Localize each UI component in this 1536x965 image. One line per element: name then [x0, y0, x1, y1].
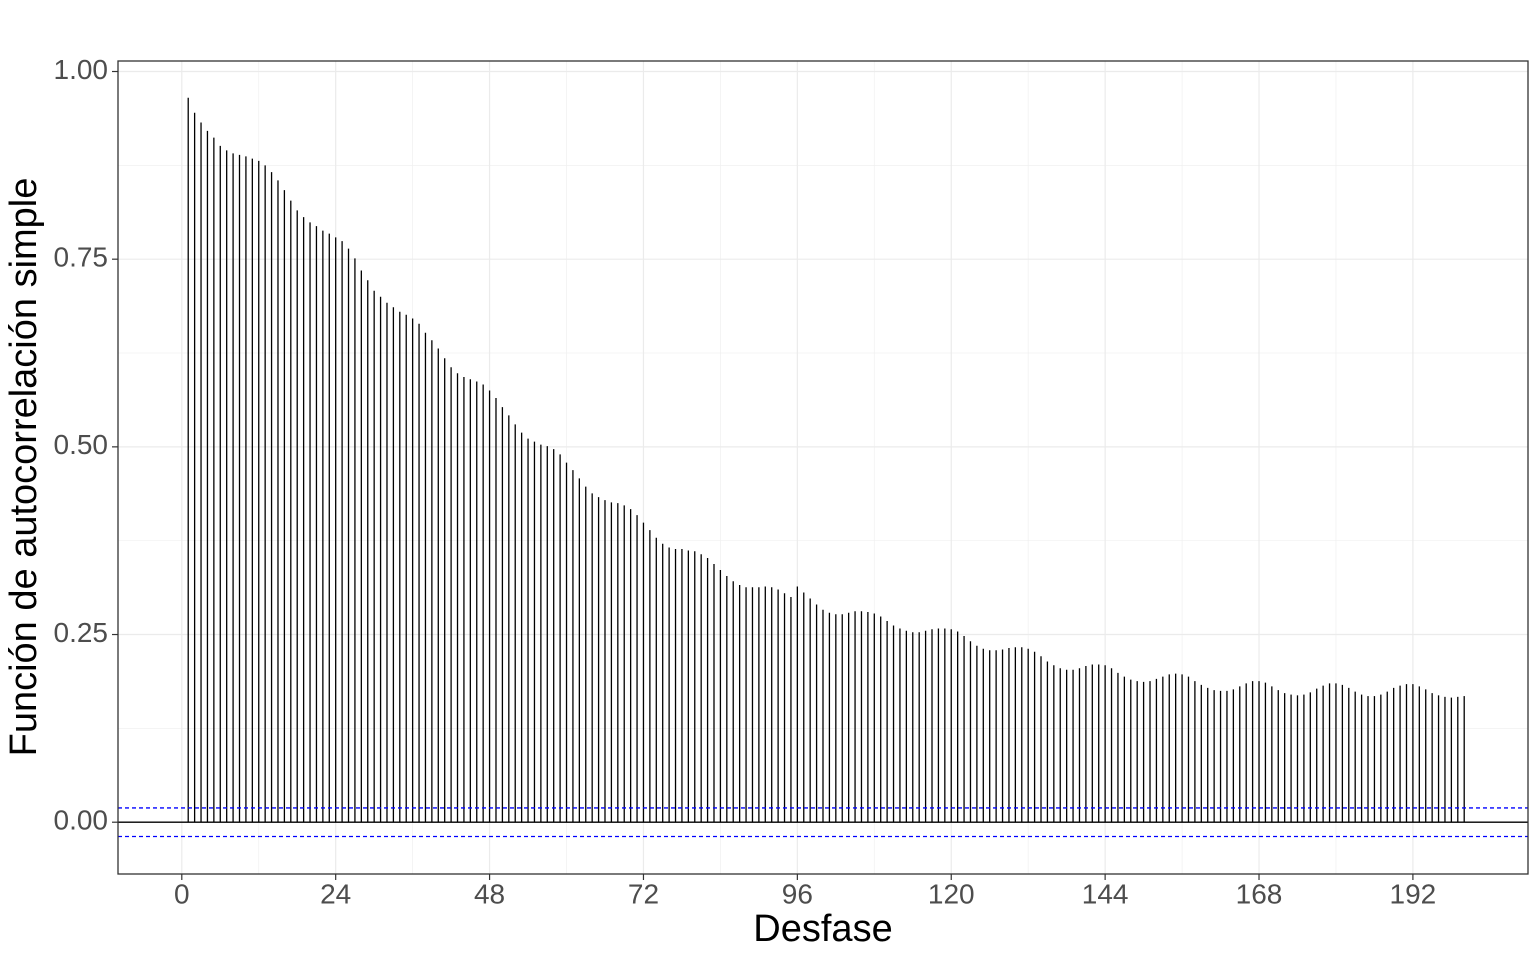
y-tick-label: 1.00 — [54, 54, 109, 85]
x-tick-label: 144 — [1082, 878, 1129, 909]
x-axis-label: Desfase — [753, 908, 892, 950]
x-tick-label: 192 — [1390, 878, 1437, 909]
y-tick-label: 0.75 — [54, 242, 109, 273]
x-tick-label: 120 — [928, 878, 975, 909]
y-tick-label: 0.25 — [54, 617, 109, 648]
y-tick-label: 0.00 — [54, 805, 109, 836]
x-tick-label: 96 — [782, 878, 813, 909]
x-tick-label: 24 — [320, 878, 351, 909]
x-tick-label: 0 — [174, 878, 190, 909]
x-tick-label: 48 — [474, 878, 505, 909]
x-tick-label: 72 — [628, 878, 659, 909]
plot-border — [117, 60, 1529, 875]
y-axis-label: Función de autocorrelación simple — [3, 178, 45, 757]
x-tick-label: 168 — [1236, 878, 1283, 909]
y-tick-label: 0.50 — [54, 429, 109, 460]
